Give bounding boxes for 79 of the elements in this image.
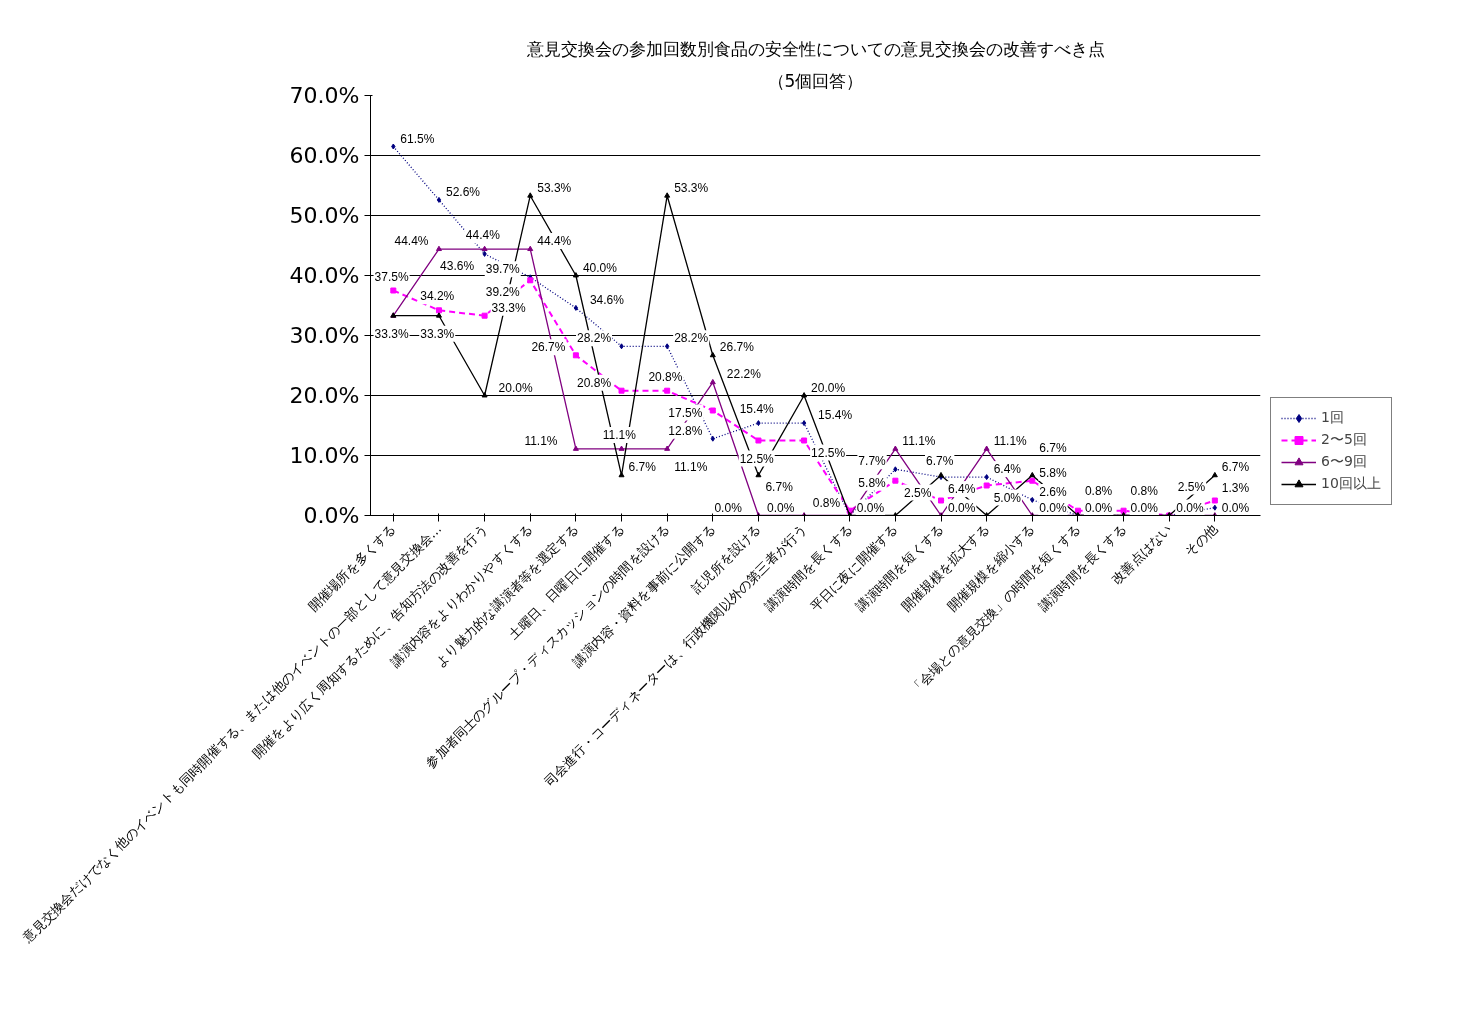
legend-label: 1回 — [1321, 409, 1344, 427]
data-label: 7.7% — [858, 454, 887, 469]
data-label: 0.0% — [856, 500, 885, 515]
data-label: 0.8% — [1084, 483, 1113, 498]
data-label: 15.4% — [818, 408, 853, 423]
data-label: 33.3% — [374, 326, 409, 341]
data-label: 11.1% — [602, 427, 637, 442]
data-label: 0.8% — [1130, 483, 1159, 498]
data-label: 2.5% — [1177, 479, 1206, 494]
data-label: 0.0% — [714, 500, 743, 515]
data-label: 12.5% — [811, 445, 846, 460]
data-label: 53.3% — [537, 180, 572, 195]
x-tick-label: その他 — [1181, 521, 1221, 560]
data-label: 6.7% — [1221, 460, 1250, 475]
data-label: 34.2% — [420, 289, 455, 304]
data-label: 1.3% — [1221, 480, 1250, 495]
y-tick-label: 20.0% — [289, 383, 360, 408]
data-label: 6.7% — [1039, 441, 1067, 456]
legend-label: 2〜5回 — [1321, 431, 1367, 449]
data-label: 28.2% — [577, 331, 612, 346]
data-label: 12.5% — [739, 451, 775, 466]
data-label: 43.6% — [440, 258, 475, 273]
data-label: 34.6% — [589, 292, 625, 307]
data-label: 0.0% — [948, 500, 976, 515]
data-label: 0.0% — [1130, 500, 1159, 515]
data-label: 0.0% — [1084, 500, 1113, 515]
data-label: 39.2% — [485, 285, 521, 300]
chart-title: 意見交換会の参加回数別食品の安全性についての意見交換会の改善すべき点 — [525, 38, 1105, 59]
data-label: 6.7% — [765, 480, 794, 495]
data-label: 0.0% — [1221, 500, 1250, 515]
chart-subtitle: （5個回答） — [767, 70, 864, 91]
data-label: 0.0% — [1039, 500, 1067, 515]
y-tick-label: 0.0% — [303, 503, 360, 528]
data-label: 61.5% — [400, 131, 435, 146]
data-label: 20.8% — [577, 375, 612, 390]
data-label: 6.4% — [993, 462, 1022, 477]
y-tick-label: 40.0% — [289, 263, 360, 288]
data-label: 6.7% — [926, 454, 954, 469]
data-label: 44.4% — [465, 228, 501, 243]
data-label: 0.0% — [1176, 500, 1204, 515]
data-label: 17.5% — [668, 405, 703, 420]
data-label: 11.1% — [674, 459, 708, 474]
data-label: 0.0% — [767, 500, 795, 515]
y-tick-label: 10.0% — [289, 443, 360, 468]
legend-label: 6〜9回 — [1321, 453, 1367, 471]
data-label: 2.6% — [1039, 484, 1067, 499]
y-tick-label: 30.0% — [289, 323, 360, 348]
data-label: 53.3% — [674, 180, 709, 195]
data-label: 44.4% — [394, 234, 429, 249]
data-label: 52.6% — [445, 184, 481, 199]
data-label: 2.5% — [904, 485, 932, 500]
data-label: 11.1% — [902, 433, 936, 448]
data-label: 39.7% — [485, 262, 521, 277]
data-label: 20.8% — [648, 369, 683, 384]
data-label: 33.3% — [491, 300, 526, 315]
data-label: 5.8% — [1039, 465, 1067, 480]
data-label: 28.2% — [674, 331, 709, 346]
data-label: 37.5% — [374, 269, 409, 284]
data-label: 11.1% — [993, 433, 1028, 448]
legend-label: 10回以上 — [1321, 475, 1381, 493]
data-label: 5.0% — [993, 490, 1022, 505]
data-label: 44.4% — [537, 234, 572, 249]
data-label: 40.0% — [582, 260, 618, 275]
data-label: 11.1% — [524, 433, 558, 448]
data-label: 15.4% — [739, 402, 775, 417]
data-label: 6.7% — [628, 460, 657, 475]
data-label: 6.4% — [948, 482, 976, 497]
y-tick-label: 60.0% — [289, 143, 360, 168]
data-label: 5.8% — [858, 475, 887, 490]
data-label: 26.7% — [531, 340, 566, 355]
data-label: 20.0% — [811, 380, 846, 395]
data-label: 20.0% — [498, 380, 533, 395]
data-label: 12.8% — [668, 423, 703, 438]
data-label: 33.3% — [420, 326, 455, 341]
data-label: 22.2% — [726, 367, 762, 382]
data-label: 0.8% — [812, 495, 841, 510]
data-label: 26.7% — [719, 340, 755, 355]
y-tick-label: 70.0% — [289, 83, 360, 108]
y-tick-label: 50.0% — [289, 203, 360, 228]
